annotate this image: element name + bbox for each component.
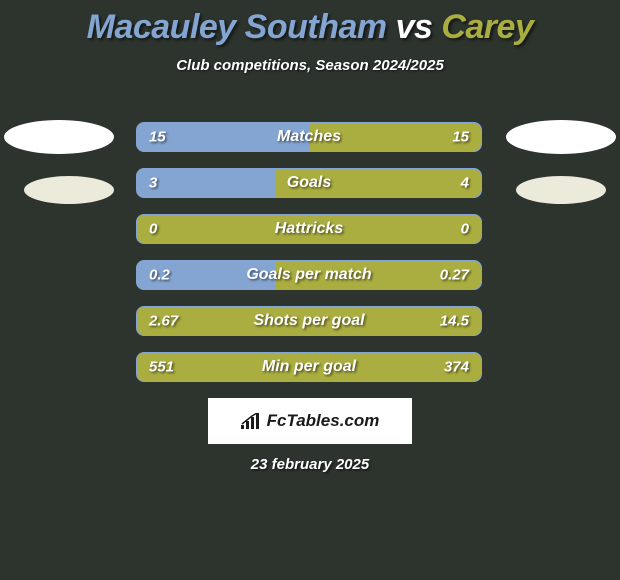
date-label: 23 february 2025 bbox=[0, 456, 620, 473]
player2-avatar-placeholder bbox=[506, 120, 616, 154]
title-player1: Macauley Southam bbox=[87, 8, 387, 46]
subtitle: Club competitions, Season 2024/2025 bbox=[0, 57, 620, 74]
stat-label: Shots per goal bbox=[137, 312, 481, 330]
page-title: Macauley Southam vs Carey bbox=[0, 0, 620, 47]
stat-bar: 00Hattricks bbox=[136, 214, 482, 244]
stat-label: Matches bbox=[137, 128, 481, 146]
stat-bar: 0.20.27Goals per match bbox=[136, 260, 482, 290]
watermark-text: FcTables.com bbox=[267, 411, 380, 431]
title-vs: vs bbox=[396, 8, 433, 46]
stat-bars: 1515Matches 34Goals 00Hattricks 0.20.27Goal… bbox=[136, 122, 482, 398]
stat-label: Goals per match bbox=[137, 266, 481, 284]
player1-avatar-placeholder bbox=[4, 120, 114, 154]
stat-label: Hattricks bbox=[137, 220, 481, 238]
stat-bar: 2.6714.5Shots per goal bbox=[136, 306, 482, 336]
stat-bar: 34Goals bbox=[136, 168, 482, 198]
title-player2: Carey bbox=[441, 8, 533, 46]
stat-bar: 551374Min per goal bbox=[136, 352, 482, 382]
comparison-infographic: Macauley Southam vs Carey Club competiti… bbox=[0, 0, 620, 580]
stat-bar: 1515Matches bbox=[136, 122, 482, 152]
stat-label: Goals bbox=[137, 174, 481, 192]
watermark: FcTables.com bbox=[208, 398, 412, 444]
player2-club-logo-placeholder bbox=[516, 176, 606, 204]
player1-club-logo-placeholder bbox=[24, 176, 114, 204]
stat-label: Min per goal bbox=[137, 358, 481, 376]
fctables-logo-icon bbox=[241, 413, 261, 429]
